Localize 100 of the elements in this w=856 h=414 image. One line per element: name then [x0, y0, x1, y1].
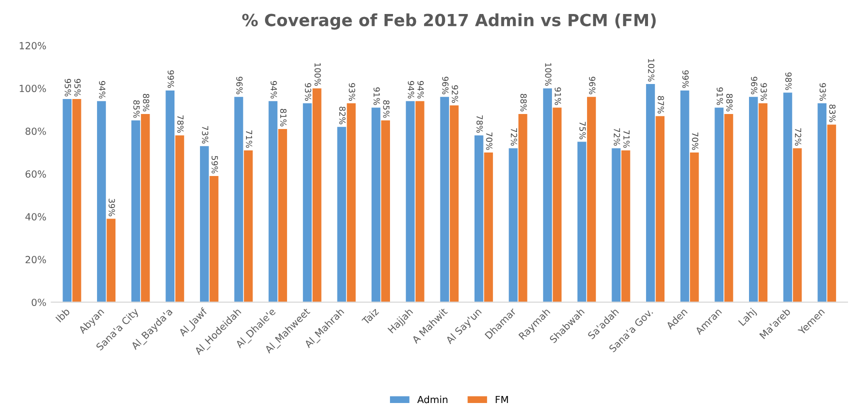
- bar: [406, 101, 415, 302]
- data-label: 91%: [716, 87, 723, 105]
- x-tick-label: Ibb: [55, 307, 70, 322]
- data-label: 102%: [648, 58, 654, 82]
- data-label: 85%: [383, 100, 390, 118]
- bar: [312, 88, 322, 302]
- bar: [140, 114, 150, 302]
- y-tick-label: 60%: [26, 170, 46, 178]
- bar: [690, 152, 699, 302]
- y-tick-label: 40%: [25, 213, 46, 220]
- data-label: 93%: [304, 83, 312, 101]
- data-label: 70%: [692, 132, 698, 150]
- data-label: 39%: [108, 198, 115, 216]
- bar: [508, 148, 518, 302]
- data-label: 81%: [280, 108, 287, 126]
- data-label: 88%: [726, 94, 733, 112]
- data-label: 96%: [236, 76, 243, 94]
- data-label: 78%: [177, 115, 184, 133]
- data-label: 93%: [760, 83, 767, 101]
- data-label: 88%: [142, 94, 150, 112]
- data-label: 100%: [314, 63, 321, 86]
- bar: [543, 88, 552, 302]
- y-tick-label: 100%: [20, 84, 46, 92]
- data-label: 94%: [417, 81, 424, 99]
- bar: [415, 101, 424, 302]
- data-label: 91%: [554, 87, 562, 105]
- bar: [302, 103, 312, 302]
- data-label: 94%: [99, 81, 106, 99]
- data-label: 71%: [246, 130, 252, 148]
- data-label: 96%: [589, 76, 596, 94]
- data-label: 98%: [785, 72, 792, 90]
- bar: [680, 90, 690, 302]
- data-label: 99%: [682, 70, 689, 88]
- bar: [372, 108, 380, 302]
- data-label: 96%: [751, 76, 758, 94]
- bar: [646, 84, 655, 302]
- data-label: 95%: [64, 78, 72, 96]
- y-tick-label: 120%: [20, 42, 46, 50]
- data-label: 95%: [74, 78, 81, 96]
- bar: [381, 120, 390, 302]
- bar: [827, 124, 836, 302]
- data-label: 99%: [168, 70, 174, 88]
- bar: [131, 120, 140, 302]
- bar: [474, 135, 484, 302]
- data-label: 72%: [614, 128, 620, 146]
- bar: [450, 105, 459, 302]
- legend-label: FM: [496, 396, 508, 404]
- bar: [106, 218, 116, 302]
- x-tick-label: Taiz: [361, 307, 380, 326]
- data-label: 82%: [339, 106, 346, 124]
- bar: [792, 148, 802, 302]
- bar: [656, 116, 665, 302]
- bar: [484, 152, 493, 302]
- bar: [552, 108, 562, 302]
- y-tick-label: 0%: [32, 298, 46, 306]
- data-label: 93%: [348, 83, 356, 101]
- bar: [714, 108, 724, 302]
- data-label: 87%: [658, 96, 664, 114]
- data-label: 72%: [794, 128, 802, 146]
- data-label: 85%: [133, 100, 140, 118]
- legend-label: Admin: [417, 396, 448, 404]
- bar: [337, 126, 346, 302]
- bar: [244, 150, 253, 302]
- data-label: 72%: [510, 128, 518, 146]
- bar: [724, 114, 734, 302]
- data-label: 93%: [820, 83, 826, 101]
- bar: [749, 96, 758, 302]
- bar: [758, 103, 768, 302]
- data-label: 91%: [374, 87, 380, 105]
- bar: [518, 114, 528, 302]
- bar: [72, 99, 82, 302]
- data-label: 83%: [829, 104, 836, 122]
- data-label: 73%: [202, 126, 208, 144]
- bar: [175, 135, 184, 302]
- data-label: 78%: [476, 115, 483, 133]
- chart-title: % Coverage of Feb 2017 Admin vs PCM (FM): [242, 13, 656, 30]
- bar: [346, 103, 356, 302]
- bar: [621, 150, 630, 302]
- y-tick-label: 20%: [26, 256, 46, 264]
- bar: [268, 101, 278, 302]
- data-label: 96%: [442, 76, 448, 94]
- bar: [587, 96, 596, 302]
- bar: [200, 146, 209, 302]
- data-label: 71%: [623, 130, 630, 148]
- bar: [234, 96, 244, 302]
- bar: [62, 99, 72, 302]
- data-label: 100%: [545, 63, 552, 86]
- bar: [440, 96, 450, 302]
- data-label: 94%: [408, 81, 414, 99]
- y-tick-label: 80%: [26, 128, 46, 135]
- bar: [783, 92, 792, 302]
- bar: [612, 148, 621, 302]
- data-label: 94%: [270, 81, 277, 99]
- bar: [97, 101, 106, 302]
- data-label: 75%: [579, 122, 586, 140]
- bar: [278, 128, 288, 302]
- data-label: 59%: [212, 156, 218, 174]
- bar: [818, 103, 826, 302]
- bar: [166, 90, 175, 302]
- data-label: 92%: [452, 85, 458, 103]
